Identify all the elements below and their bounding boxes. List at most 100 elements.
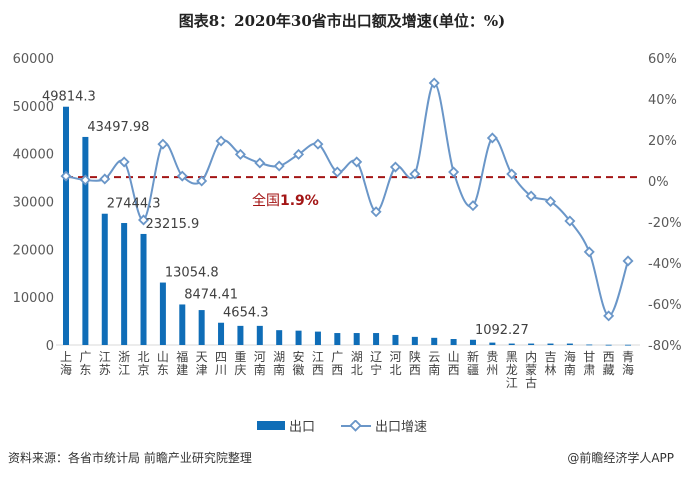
left-axis-tick: 60000 (13, 52, 54, 67)
category-label: 云南 (428, 350, 440, 377)
bar-西藏 (605, 344, 612, 346)
growth-marker-广西 (331, 166, 343, 178)
category-label: 广西 (331, 350, 343, 377)
reference-line-label: 全国1.9% (252, 192, 319, 209)
bar-内蒙古 (528, 343, 535, 345)
bar-海南 (566, 343, 573, 345)
bar-data-label: 27444.3 (107, 197, 161, 212)
legend-label-growth: 出口增速 (375, 420, 428, 435)
growth-marker-陕西 (409, 168, 421, 180)
growth-marker-浙江 (118, 156, 130, 168)
category-label: 新疆 (467, 349, 479, 377)
bar-山西 (450, 339, 457, 345)
growth-marker-黑龙江 (506, 168, 518, 180)
right-axis-tick: 0% (648, 175, 669, 190)
right-axis-tick: 20% (648, 134, 677, 149)
bar-青海 (625, 344, 632, 346)
growth-marker-辽宁 (370, 206, 382, 218)
bar-data-label: 43497.98 (87, 120, 149, 135)
category-label: 福建 (176, 349, 188, 377)
growth-marker-江苏 (99, 173, 111, 185)
legend-label-export: 出口 (288, 420, 315, 435)
category-label: 重庆 (234, 350, 246, 377)
growth-marker-河南 (254, 157, 266, 169)
category-label: 陕西 (409, 349, 421, 377)
category-label: 山东 (157, 350, 169, 377)
bar-data-label: 8474.41 (184, 287, 238, 302)
right-axis-tick: -80% (648, 339, 682, 354)
right-axis-tick: -60% (648, 298, 682, 313)
bar-辽宁 (373, 333, 380, 345)
right-axis-tick: -20% (648, 216, 682, 231)
bar-湖北 (353, 333, 360, 345)
category-label: 江苏 (99, 350, 111, 377)
bar-甘肃 (586, 344, 593, 346)
left-axis-tick: 20000 (13, 243, 54, 258)
legend: 出口 出口增速 (0, 416, 684, 435)
growth-marker-山西 (448, 166, 460, 178)
source-note: 资料来源：各省市统计局 前瞻产业研究院整理 (8, 451, 252, 465)
left-axis-tick: 10000 (13, 291, 54, 306)
bar-四川 (218, 322, 225, 345)
bar-河北 (392, 334, 399, 345)
growth-marker-北京 (138, 214, 150, 226)
category-label: 天津 (196, 350, 208, 377)
bar-data-label: 13054.8 (165, 266, 219, 281)
category-label: 安徽 (293, 349, 305, 377)
category-label: 黑龙江 (506, 350, 518, 390)
growth-marker-江西 (312, 138, 324, 150)
legend-bar-swatch (256, 421, 285, 430)
growth-marker-广东 (79, 174, 91, 186)
bar-河南 (256, 325, 263, 345)
growth-marker-福建 (176, 170, 188, 182)
growth-marker-内蒙古 (525, 190, 537, 202)
bar-data-label: 4654.3 (223, 306, 268, 321)
bar-北京 (140, 233, 147, 345)
category-label: 北京 (138, 350, 150, 377)
growth-marker-贵州 (486, 132, 498, 144)
left-axis-tick: 0 (46, 339, 54, 354)
bar-黑龙江 (508, 343, 515, 345)
left-axis-tick: 50000 (13, 100, 54, 115)
growth-marker-安徽 (293, 148, 305, 160)
bar-安徽 (295, 330, 302, 345)
bar-广东 (82, 136, 89, 345)
category-label: 辽宁 (370, 350, 382, 377)
legend-item-growth: 出口增速 (341, 416, 427, 435)
right-axis-tick: -40% (648, 257, 682, 272)
category-label: 山西 (448, 350, 460, 377)
category-label: 浙江 (118, 350, 130, 377)
bar-云南 (431, 337, 438, 345)
right-axis-tick: 60% (648, 52, 677, 67)
growth-marker-西藏 (603, 310, 615, 322)
growth-marker-海南 (564, 215, 576, 227)
category-label: 江西 (312, 350, 324, 377)
credit: @前瞻经济学人APP (567, 451, 674, 465)
growth-marker-湖北 (351, 156, 363, 168)
right-axis-tick: 40% (648, 93, 677, 108)
bar-江西 (314, 331, 321, 345)
growth-marker-甘肃 (583, 246, 595, 258)
growth-marker-云南 (428, 77, 440, 89)
category-label: 内蒙古 (525, 350, 537, 390)
legend-item-export: 出口 (256, 416, 315, 435)
growth-marker-上海 (60, 170, 72, 182)
chart-title: 图表8：2020年30省市出口额及增速(单位：%) (178, 12, 506, 30)
chart: 0 10000 20000 30000 40000 50000 60000 -80% -60% -… (13, 52, 682, 390)
category-label: 吉林 (544, 350, 556, 377)
growth-marker-新疆 (467, 200, 479, 212)
growth-marker-河北 (389, 161, 401, 173)
left-axis-tick: 30000 (13, 196, 54, 211)
bar-湖南 (276, 330, 283, 345)
category-label: 广东 (79, 350, 91, 377)
category-label: 贵州 (486, 350, 498, 377)
bar-广西 (334, 333, 341, 345)
category-label: 四川 (215, 350, 227, 377)
bar-data-label: 49814.3 (42, 90, 96, 105)
bar-新疆 (469, 339, 476, 345)
category-label: 河北 (389, 350, 401, 377)
bar-陕西 (411, 336, 418, 345)
bar-上海 (63, 106, 69, 346)
growth-marker-四川 (215, 135, 227, 147)
growth-marker-山东 (157, 138, 169, 150)
